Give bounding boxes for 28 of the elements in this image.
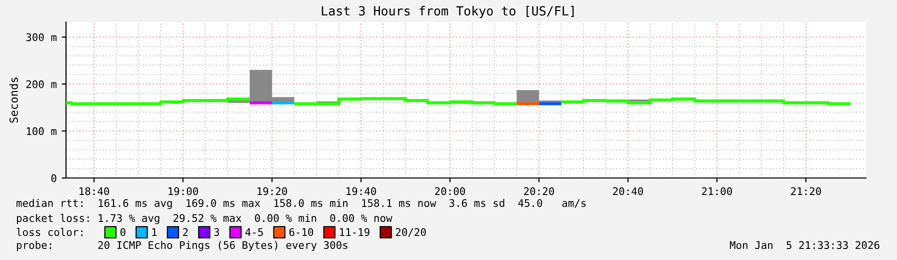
- legend-label: 3: [214, 228, 220, 236]
- legend-label: 6-10: [289, 228, 314, 236]
- text: Mon Jan 5 21:33:33 2026: [730, 241, 880, 250]
- x-tick-label: 19:20: [258, 187, 287, 196]
- text: median rtt: 161.6 ms avg 169.0 ms max 158.0 ms min 158.1 ms now 3.6 ms sd 45.0 am/s: [16, 198, 586, 210]
- x-tick-label: 18:40: [80, 187, 110, 196]
- x-tick-label: 21:20: [791, 187, 821, 196]
- legend-label: 0: [120, 228, 126, 236]
- x-tick-label: 20:20: [524, 187, 554, 196]
- legend-label: 2: [183, 228, 188, 236]
- x-tick-label: 19:00: [168, 187, 198, 196]
- x-tick-label: 20:00: [435, 187, 465, 196]
- x-tick-label: 19:40: [346, 187, 376, 196]
- legend-label: 11-19: [340, 228, 370, 236]
- legend-label: 1: [152, 228, 157, 236]
- legend-label: 4-5: [245, 228, 263, 236]
- text: probe: 20 ICMP Echo Pings (56 Bytes) every 300s: [16, 240, 348, 252]
- y-tick-label: 100 m: [26, 127, 56, 136]
- y-tick-label: 300 m: [26, 33, 56, 42]
- y-tick-label: 200 m: [26, 80, 56, 88]
- text: packet loss: 1.73 % avg 29.52 % max 0.00 % min 0.00 % now: [16, 214, 392, 224]
- legend-title: loss color:: [16, 228, 82, 236]
- y-tick-label: 0: [51, 174, 56, 182]
- chart-title: Last 3 Hours from Tokyo to [US/FL]: [322, 6, 574, 18]
- legend-label: 20/20: [396, 228, 426, 237]
- y-axis-title: Seconds: [9, 78, 18, 123]
- x-tick-label: 20:40: [613, 187, 643, 196]
- x-tick-label: 21:00: [702, 187, 732, 196]
